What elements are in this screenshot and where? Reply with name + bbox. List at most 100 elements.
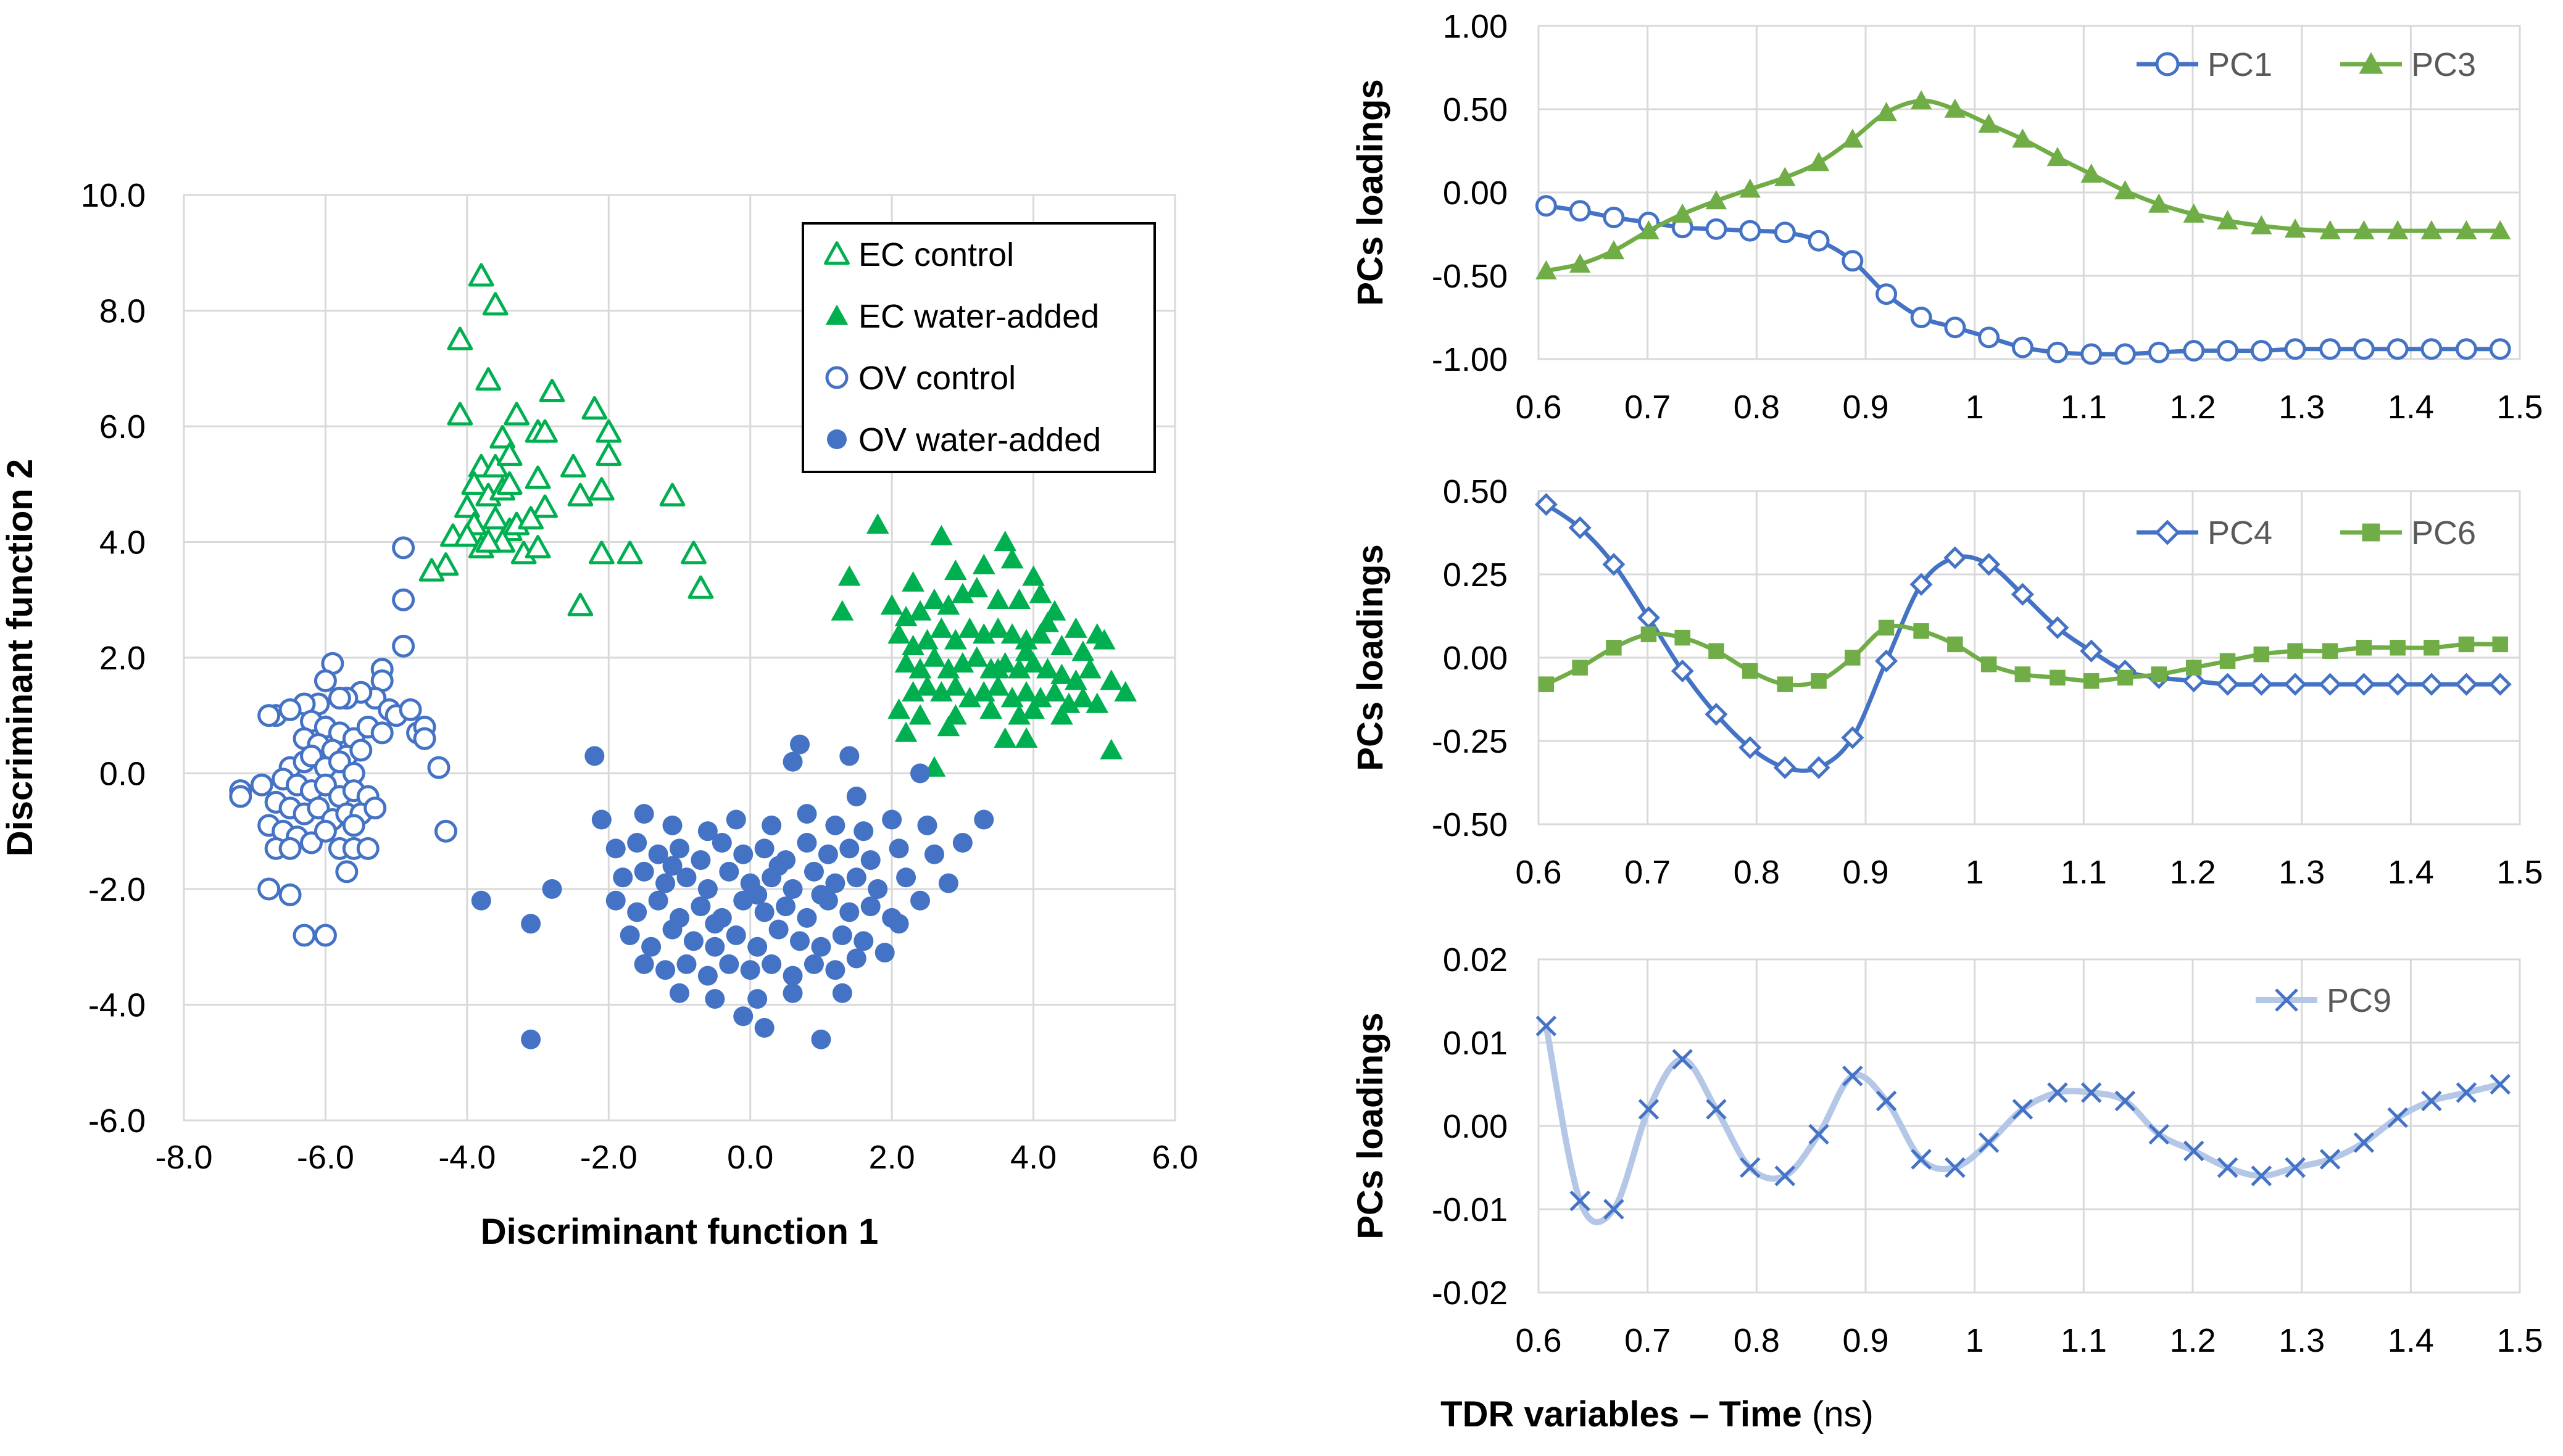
y-tick-label: 0.25 bbox=[1443, 556, 1508, 594]
data-point bbox=[880, 594, 903, 615]
data-point bbox=[1078, 658, 1102, 679]
data-point bbox=[1603, 240, 1625, 260]
data-point bbox=[2148, 341, 2170, 363]
data-point bbox=[1000, 687, 1024, 708]
data-point bbox=[944, 675, 967, 696]
data-point bbox=[2151, 666, 2167, 682]
data-point bbox=[1978, 1132, 2000, 1153]
legend-label: OV water-added bbox=[858, 421, 1101, 458]
data-point bbox=[902, 680, 924, 701]
y-tick-label: 0.00 bbox=[1443, 175, 1508, 212]
y-tick-label: 2.0 bbox=[99, 640, 146, 677]
data-point bbox=[2492, 636, 2508, 653]
x-tick-label: 0.9 bbox=[1842, 1322, 1888, 1359]
data-point bbox=[2386, 220, 2409, 239]
data-point bbox=[2386, 672, 2409, 696]
data-point bbox=[335, 860, 359, 883]
data-point bbox=[2284, 338, 2306, 360]
data-point bbox=[1008, 588, 1031, 609]
data-point bbox=[1008, 658, 1031, 679]
y-tick-label: -0.50 bbox=[1432, 258, 1508, 295]
data-point bbox=[797, 908, 817, 928]
x-tick-label: 0.6 bbox=[1515, 1322, 1561, 1359]
data-point bbox=[705, 937, 725, 957]
data-point bbox=[1705, 218, 1727, 240]
data-point bbox=[1674, 629, 1690, 646]
data-point bbox=[596, 442, 622, 466]
data-point bbox=[986, 617, 1010, 638]
data-point bbox=[958, 687, 981, 708]
legend-label: OV control bbox=[858, 360, 1016, 397]
data-point bbox=[683, 931, 704, 951]
y-tick-label: 8.0 bbox=[99, 293, 146, 330]
data-point bbox=[916, 675, 939, 696]
data-point bbox=[496, 471, 523, 495]
x-tick-label: 4.0 bbox=[1010, 1139, 1057, 1176]
data-point bbox=[2217, 210, 2238, 230]
x-tick-label: 0.6 bbox=[1515, 854, 1561, 891]
data-point bbox=[754, 902, 775, 922]
data-point bbox=[908, 704, 932, 725]
data-point bbox=[1739, 178, 1761, 198]
data-point bbox=[938, 873, 958, 893]
pc4-pc6-line-chart: 0.6 0.7 0.8 0.9 1 1.1 1.2 1.3 1.4 1.5 -0.50 -0.25 0.… bbox=[1350, 473, 2543, 891]
x-tick-label: 0.0 bbox=[727, 1139, 773, 1176]
data-point bbox=[1036, 611, 1059, 632]
data-point bbox=[588, 540, 615, 565]
data-point bbox=[662, 856, 683, 876]
data-point bbox=[676, 867, 697, 888]
data-point bbox=[1774, 1165, 1796, 1186]
data-point bbox=[768, 856, 789, 876]
data-point bbox=[972, 680, 995, 701]
data-point bbox=[2046, 341, 2069, 363]
data-point bbox=[1065, 669, 1087, 690]
data-point bbox=[972, 623, 995, 644]
data-point bbox=[2114, 1090, 2136, 1112]
data-point bbox=[762, 954, 782, 974]
data-point bbox=[2353, 220, 2375, 239]
plot-area bbox=[183, 194, 1176, 1122]
data-point bbox=[2251, 1165, 2272, 1186]
y-tick-label: -4.0 bbox=[88, 987, 146, 1024]
data-point bbox=[2217, 340, 2239, 362]
data-point bbox=[832, 925, 852, 945]
y-tick-label: 0.50 bbox=[1443, 91, 1508, 128]
legend: PC1 PC3 bbox=[2137, 46, 2476, 83]
y-tick-label: -1.00 bbox=[1432, 341, 1508, 378]
x-tick-label: 0.7 bbox=[1624, 389, 1671, 426]
data-point bbox=[1706, 1099, 1727, 1120]
data-point bbox=[1100, 669, 1123, 690]
data-point bbox=[1808, 152, 1830, 172]
data-point bbox=[581, 395, 608, 420]
data-point bbox=[1842, 250, 1864, 272]
data-point bbox=[910, 763, 931, 784]
data-point bbox=[468, 263, 494, 287]
data-point bbox=[2284, 218, 2306, 238]
data-point bbox=[986, 588, 1010, 609]
data-point bbox=[392, 588, 415, 611]
data-point bbox=[1050, 663, 1073, 684]
data-point bbox=[518, 506, 544, 530]
data-point bbox=[965, 577, 989, 598]
x-tick-label: 1 bbox=[1966, 854, 1984, 891]
data-point bbox=[482, 292, 509, 316]
y-tick-label: -0.25 bbox=[1432, 723, 1508, 760]
data-point bbox=[2250, 340, 2272, 362]
pc1-pc3-line-chart: 0.6 0.7 0.8 0.9 1 1.1 1.2 1.3 1.4 1.5 -1.00 -0.50 0.… bbox=[1350, 8, 2543, 426]
data-point bbox=[655, 960, 676, 980]
data-point bbox=[1910, 307, 1932, 328]
x-tick-label: 1.5 bbox=[2496, 389, 2543, 426]
data-point bbox=[2080, 343, 2103, 365]
data-point bbox=[790, 734, 810, 755]
data-point bbox=[2421, 1090, 2442, 1112]
x-tick-label: 1.4 bbox=[2388, 1322, 2434, 1359]
x-tick-label: 0.7 bbox=[1624, 854, 1671, 891]
data-point bbox=[1977, 553, 2001, 576]
data-point bbox=[1535, 195, 1557, 217]
data-point bbox=[1606, 640, 1622, 656]
data-point bbox=[2083, 673, 2100, 689]
data-point bbox=[392, 634, 415, 658]
x-tick-label: 0.9 bbox=[1842, 854, 1888, 891]
data-point bbox=[691, 850, 711, 871]
data-point bbox=[2356, 640, 2372, 656]
